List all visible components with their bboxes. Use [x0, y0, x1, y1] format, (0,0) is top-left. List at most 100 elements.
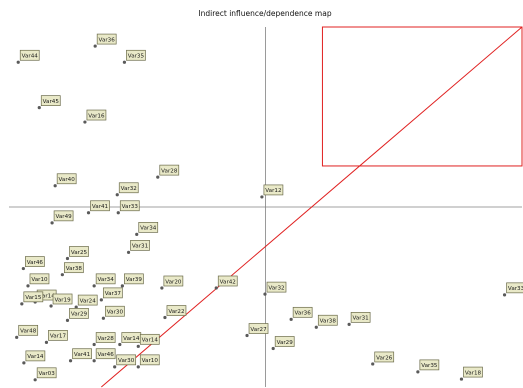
point-label: Var36	[295, 311, 312, 317]
data-point	[245, 333, 249, 338]
point-label: Var38	[66, 266, 83, 272]
point-label: Var14	[123, 336, 140, 342]
point-label-box	[96, 33, 117, 45]
data-point	[163, 315, 167, 320]
point-label: Var30	[107, 310, 124, 316]
data-point	[126, 250, 131, 254]
point-label-box	[506, 282, 523, 294]
point-label-box	[124, 273, 144, 285]
data-point	[214, 286, 218, 290]
point-label-box	[159, 164, 180, 176]
point-label-box	[119, 200, 140, 212]
point-label: Var48	[20, 329, 37, 335]
data-point	[15, 335, 19, 339]
point-label-box	[52, 293, 73, 305]
point-label-box	[130, 240, 150, 251]
point-label-box	[463, 366, 483, 378]
point-label-box	[166, 305, 187, 316]
point-label: Var46	[27, 260, 44, 266]
data-point	[92, 284, 96, 288]
point-label-box	[274, 336, 295, 347]
point-label-box	[69, 246, 89, 257]
data-point	[44, 340, 49, 344]
point-label: Var42	[220, 279, 236, 285]
point-label: Var28	[98, 336, 115, 342]
point-label: Var44	[22, 54, 39, 60]
point-label-box	[29, 273, 50, 285]
point-label: Var16	[88, 113, 105, 119]
data-point	[68, 359, 73, 363]
point-label-box	[292, 306, 313, 318]
data-point	[53, 184, 57, 188]
data-point	[37, 106, 41, 110]
data-point	[83, 120, 87, 124]
data-point	[92, 359, 96, 363]
point-label: Var28	[161, 168, 178, 174]
point-label: Var25	[71, 250, 88, 256]
point-label: Var22	[168, 309, 184, 315]
point-label-box	[102, 287, 123, 299]
point-label-box	[69, 308, 89, 319]
point-label-box	[163, 275, 184, 287]
highlight-box	[321, 26, 523, 167]
data-point	[93, 44, 97, 48]
point-label-box	[350, 312, 371, 323]
point-label-box	[419, 359, 440, 371]
data-point	[459, 377, 464, 381]
point-label: Var19	[54, 297, 71, 303]
data-point	[314, 325, 318, 329]
data-point	[116, 211, 120, 215]
data-point	[20, 302, 24, 306]
data-point	[263, 292, 267, 296]
point-label: Var17	[50, 334, 67, 340]
point-label-box	[23, 291, 44, 303]
point-label: Var32	[268, 285, 284, 291]
point-label-box	[374, 351, 395, 363]
data-point	[101, 316, 105, 320]
point-label: Var31	[352, 316, 369, 322]
data-point	[50, 221, 54, 225]
point-label-box	[95, 332, 116, 343]
point-label: Var10	[31, 277, 48, 283]
point-label-box	[95, 273, 116, 285]
point-label: Var14	[142, 338, 159, 344]
point-label: Var40	[59, 177, 76, 183]
data-point	[136, 365, 140, 369]
data-point	[289, 317, 293, 321]
point-label: Var34	[140, 226, 157, 232]
point-label: Var38	[320, 319, 337, 325]
point-label: Var29	[277, 340, 294, 346]
data-point	[26, 284, 30, 288]
data-point	[16, 60, 20, 64]
data-point	[156, 175, 160, 179]
point-label-box	[48, 330, 68, 341]
data-point	[136, 344, 140, 348]
data-point	[118, 342, 122, 347]
point-label: Var35	[421, 363, 438, 369]
point-label-box	[25, 256, 45, 267]
data-point	[115, 193, 119, 197]
point-label-box	[77, 294, 98, 306]
data-point	[502, 293, 507, 297]
point-label-box	[36, 367, 57, 379]
point-label: Var33	[122, 204, 139, 210]
point-label-box	[105, 305, 125, 317]
data-point	[135, 232, 139, 236]
point-label: Var31	[132, 244, 149, 250]
point-label-box	[126, 49, 146, 61]
data-point	[86, 211, 91, 215]
diagonal-line	[101, 26, 523, 388]
point-label-box	[90, 200, 110, 212]
point-label: Var41	[74, 352, 91, 358]
data-point	[92, 342, 96, 347]
data-point	[65, 318, 70, 322]
data-point	[271, 346, 275, 351]
point-label-box	[19, 49, 40, 61]
data-point	[160, 286, 164, 290]
data-point	[60, 273, 64, 277]
data-point	[21, 266, 25, 271]
point-label: Var49	[55, 214, 72, 220]
point-label: Var14	[39, 293, 56, 299]
chart-title: Indirect influence/dependence map	[198, 9, 331, 18]
